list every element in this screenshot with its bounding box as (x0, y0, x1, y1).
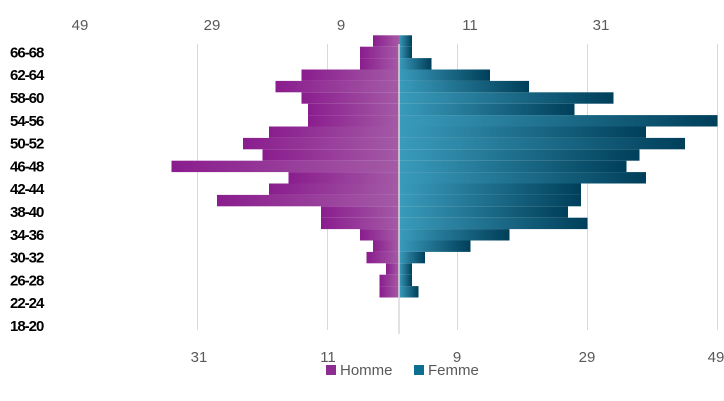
bar-homme-38-40-0 (321, 206, 399, 218)
category-label: 22-24 (10, 295, 45, 312)
bar-homme-26-28-0 (379, 274, 399, 287)
category-label: 18-20 (10, 318, 44, 335)
category-label: 62-64 (10, 67, 45, 84)
top-tick-label: 9 (337, 17, 345, 34)
bar-homme-50-52-0 (243, 137, 399, 150)
bar-femme-58-60-1 (399, 80, 529, 93)
bar-femme-46-48-0 (399, 160, 627, 173)
bar-femme-66-68-0 (399, 46, 412, 59)
bar-femme-50-52-0 (399, 137, 685, 150)
bottom-tick-label: 49 (708, 349, 724, 366)
bar-homme-62-64-1 (360, 58, 399, 70)
bar-homme-34-36-1 (321, 217, 399, 230)
top-tick-label: 49 (72, 17, 89, 34)
bar-homme-38-40-1 (217, 194, 399, 207)
top-tick-label: 11 (462, 17, 478, 34)
bar-homme-66-68-0 (360, 46, 399, 59)
legend: Homme Femme (326, 362, 479, 379)
bar-femme-26-28-0 (399, 274, 412, 287)
bar-homme-42-44-0 (269, 183, 399, 195)
bar-homme-30-32-0 (366, 251, 399, 264)
homme-bars (171, 35, 399, 298)
bottom-tick-label: 29 (579, 349, 596, 366)
category-label: 46-48 (10, 158, 44, 175)
bar-femme-30-32-1 (399, 240, 471, 252)
category-label: 54-56 (10, 113, 44, 130)
bar-femme-62-64-0 (399, 69, 490, 81)
legend-swatch-homme (326, 365, 336, 375)
top-axis-ticks: 49 29 9 11 31 (72, 17, 610, 34)
category-label: 58-60 (10, 90, 44, 107)
bar-femme-42-44-0 (399, 183, 581, 195)
category-label: 26-28 (10, 272, 44, 289)
bar-homme-46-48-0 (171, 160, 399, 173)
bar-homme-42-44-1 (288, 172, 399, 184)
bottom-tick-label: 11 (320, 349, 336, 366)
category-label: 50-52 (10, 136, 44, 153)
category-label: 66-68 (10, 44, 44, 61)
bar-femme-62-64-1 (399, 58, 432, 70)
bar-homme-58-60-1 (275, 80, 399, 93)
top-tick-label: 29 (204, 17, 221, 34)
category-axis-labels: 18-20 22-24 26-28 30-32 34-36 38-40 42-44 46-48… (10, 44, 46, 335)
bar-femme-42-44-1 (399, 172, 646, 184)
bar-homme-50-52-1 (269, 126, 399, 138)
category-label: 34-36 (10, 227, 44, 244)
bar-homme-22-24-1 (379, 286, 399, 298)
bar-homme-54-56-0 (308, 115, 399, 127)
bar-homme-30-32-1 (373, 240, 399, 252)
bottom-tick-label: 31 (191, 349, 208, 366)
bar-homme-46-48-1 (262, 149, 399, 161)
bar-femme-38-40-0 (399, 206, 568, 218)
category-label: 38-40 (10, 204, 44, 221)
bar-homme-26-28-1 (386, 263, 399, 275)
bar-femme-50-52-1 (399, 126, 646, 138)
bar-femme-46-48-1 (399, 149, 640, 161)
bar-homme-54-56-1 (308, 103, 399, 116)
bar-femme-26-28-1 (399, 263, 412, 275)
bottom-tick-label: 9 (453, 349, 461, 366)
category-label: 42-44 (10, 181, 45, 198)
bar-homme-58-60-0 (301, 92, 399, 104)
femme-bars (399, 35, 718, 298)
category-label: 30-32 (10, 250, 44, 267)
legend-label-homme: Homme (340, 362, 393, 379)
bar-femme-34-36-0 (399, 229, 510, 241)
bar-femme-54-56-0 (399, 115, 718, 127)
bar-homme-34-36-0 (360, 229, 399, 241)
bar-homme-66-68-1 (373, 35, 399, 47)
bar-femme-30-32-0 (399, 251, 425, 264)
bar-femme-34-36-1 (399, 217, 588, 230)
legend-label-femme: Femme (428, 362, 479, 379)
bar-femme-38-40-1 (399, 194, 581, 207)
bar-femme-54-56-1 (399, 103, 575, 116)
bar-femme-58-60-0 (399, 92, 614, 104)
bar-homme-62-64-0 (301, 69, 399, 81)
legend-swatch-femme (414, 365, 424, 375)
bottom-axis-ticks: 31 11 9 29 49 (191, 349, 724, 366)
bar-femme-22-24-1 (399, 286, 419, 298)
top-tick-label: 31 (593, 17, 610, 34)
bar-femme-66-68-1 (399, 35, 412, 47)
